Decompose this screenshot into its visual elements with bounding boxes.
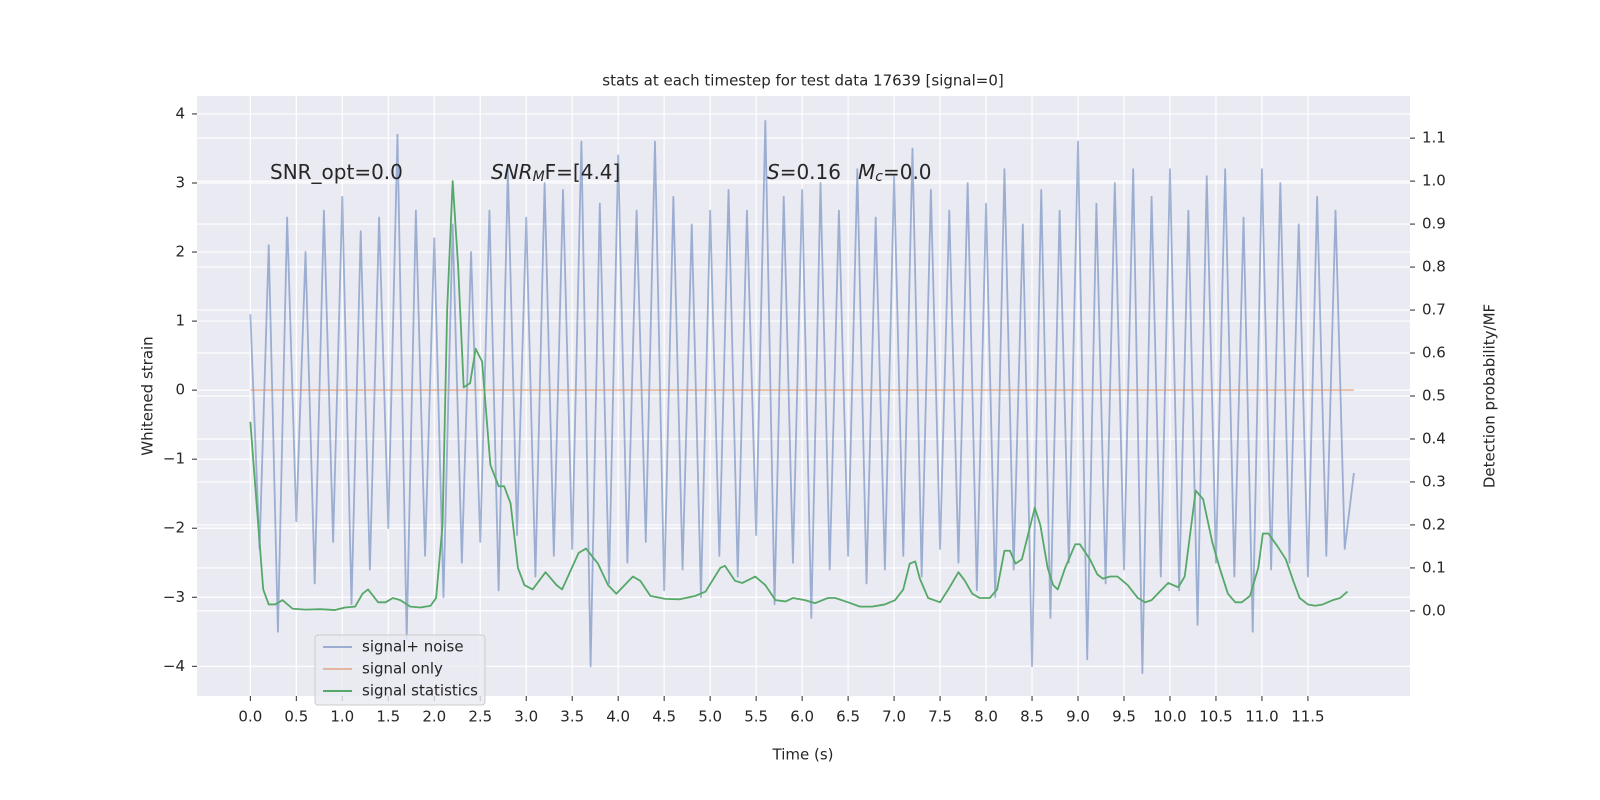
annotation: Mc=0.0 <box>858 160 932 185</box>
y-tick-label: −1 <box>163 450 185 468</box>
x-tick-label: 0.5 <box>284 708 308 726</box>
y-tick-label: 0 <box>175 381 185 399</box>
annotation-run: SNR <box>491 160 533 184</box>
x-tick-label: 0.0 <box>238 708 262 726</box>
y-tick-label: −2 <box>163 519 185 537</box>
x-tick-label: 8.0 <box>974 708 998 726</box>
x-tick-label: 9.0 <box>1066 708 1090 726</box>
x-tick-label: 7.0 <box>882 708 906 726</box>
x-tick-label: 7.5 <box>928 708 952 726</box>
legend: signal+ noise signal only signal statistic… <box>314 634 486 706</box>
annotation-run: M <box>533 169 545 185</box>
x-tick-label: 11.0 <box>1245 708 1278 726</box>
x-tick-label: 3.0 <box>514 708 538 726</box>
x-tick-label: 3.5 <box>560 708 584 726</box>
annotation: S=0.16 <box>767 160 841 184</box>
x-tick-label: 8.5 <box>1020 708 1044 726</box>
x-tick-label: 2.5 <box>468 708 492 726</box>
annotation-run: S <box>767 160 780 184</box>
y2-tick-label: 0.3 <box>1422 472 1446 490</box>
annotation-run: M <box>858 160 875 184</box>
y2-tick-label: 0.5 <box>1422 387 1446 405</box>
annotation-run: F=[4.4] <box>545 160 621 184</box>
x-tick-label: 5.0 <box>698 708 722 726</box>
series-line <box>249 180 1349 611</box>
annotation: SNRMF=[4.4] <box>491 160 620 185</box>
x-tick-label: 1.0 <box>330 708 354 726</box>
x-tick-label: 4.0 <box>606 708 630 726</box>
x-tick-label: 5.5 <box>744 708 768 726</box>
y-tick-label: 1 <box>175 312 185 330</box>
x-tick-label: 10.5 <box>1199 708 1232 726</box>
legend-label: signal+ noise <box>362 638 464 656</box>
series-line <box>249 119 1355 675</box>
x-tick-label: 2.0 <box>422 708 446 726</box>
x-tick-label: 6.5 <box>836 708 860 726</box>
y2-tick-label: 0.4 <box>1422 429 1446 447</box>
x-tick-label: 1.5 <box>376 708 400 726</box>
chart-title: stats at each timestep for test data 176… <box>602 72 1003 90</box>
y2-tick-label: 0.6 <box>1422 344 1446 362</box>
y2-tick-label: 1.0 <box>1422 172 1446 190</box>
y-tick-label: −4 <box>163 657 185 675</box>
x-axis-label: Time (s) <box>772 746 834 764</box>
y2-tick-label: 0.1 <box>1422 558 1446 576</box>
y-tick-label: 2 <box>175 243 185 261</box>
y2-tick-label: 0.9 <box>1422 215 1446 233</box>
y2-tick-label: 1.1 <box>1422 129 1446 147</box>
x-tick-label: 4.5 <box>652 708 676 726</box>
legend-label: signal only <box>362 660 443 678</box>
y-tick-label: 3 <box>175 173 185 191</box>
y-axis-label: Whitened strain <box>139 336 157 455</box>
legend-label: signal statistics <box>362 682 478 700</box>
y-tick-label: −3 <box>163 588 185 606</box>
y2-axis-label: Detection probability/MF <box>1481 304 1499 488</box>
y2-tick-label: 0.2 <box>1422 515 1446 533</box>
x-tick-label: 6.0 <box>790 708 814 726</box>
y-tick-label: 4 <box>175 104 185 122</box>
y2-tick-label: 0.0 <box>1422 601 1446 619</box>
annotation-run: =0.0 <box>883 160 932 184</box>
y2-tick-label: 0.8 <box>1422 258 1446 276</box>
x-tick-label: 9.5 <box>1112 708 1136 726</box>
annotation: SNR_opt=0.0 <box>270 160 403 184</box>
x-tick-label: 10.0 <box>1153 708 1186 726</box>
y2-tick-label: 0.7 <box>1422 301 1446 319</box>
annotation-run: c <box>875 169 883 185</box>
legend-box <box>314 634 486 706</box>
x-tick-label: 11.5 <box>1291 708 1324 726</box>
annotation-run: SNR_opt=0.0 <box>270 160 403 184</box>
annotation-run: =0.16 <box>780 160 841 184</box>
